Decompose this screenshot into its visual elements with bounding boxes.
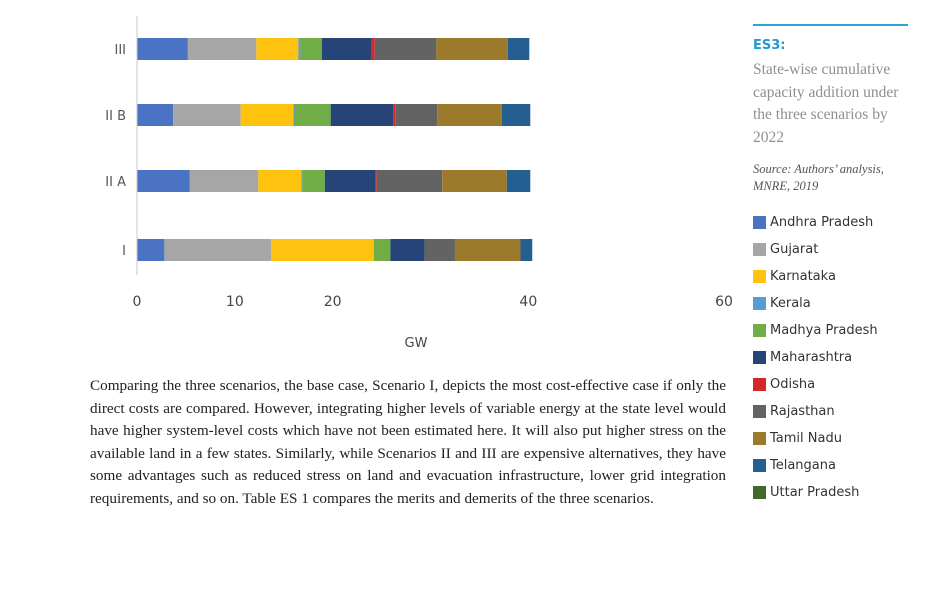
legend-swatch (753, 405, 766, 418)
bar-segment (258, 170, 302, 192)
bar-segment (137, 104, 174, 126)
legend-label: Odisha (770, 377, 816, 392)
bar-segment (324, 170, 376, 192)
x-tick-label: 40 (519, 294, 537, 310)
bar-segment (271, 239, 374, 261)
bar-segment (393, 104, 396, 126)
legend-swatch (753, 378, 766, 391)
bar-segment (371, 38, 375, 60)
figure-id: ES3: (753, 38, 786, 53)
legend-label: Uttar Pradesh (770, 485, 860, 500)
legend-item: Kerala (753, 290, 908, 317)
legend-item: Telangana (753, 452, 908, 479)
x-tick-label: 10 (226, 294, 244, 310)
category-label: III (114, 43, 126, 58)
legend-swatch (753, 432, 766, 445)
legend-swatch (753, 324, 766, 337)
legend-label: Andhra Pradesh (770, 215, 874, 230)
legend-label: Maharashtra (770, 350, 853, 365)
bar-segment (137, 170, 190, 192)
bar-segment (506, 170, 531, 192)
legend-swatch (753, 351, 766, 364)
x-tick-label: 60 (715, 294, 733, 310)
legend-label: Gujarat (770, 242, 819, 257)
category-label: II B (105, 109, 126, 124)
bar-segment (302, 170, 325, 192)
stacked-bar-chart: III II B II A I 0 10 20 40 60 GW (105, 16, 733, 351)
legend-swatch (753, 297, 766, 310)
x-tick-label: 20 (324, 294, 342, 310)
category-label: I (122, 244, 126, 259)
bar-segment (189, 170, 259, 192)
body-paragraph: Comparing the three scenarios, the base … (90, 377, 726, 507)
bar-segment (436, 38, 508, 60)
category-label: II A (105, 175, 126, 190)
bar-segment (390, 239, 425, 261)
x-axis-label: GW (405, 336, 428, 351)
legend-swatch (753, 216, 766, 229)
figure-title: State-wise cumulative capacity addition … (753, 61, 899, 146)
bar-segment (454, 239, 521, 261)
bar-segment (395, 104, 438, 126)
legend-label: Kerala (770, 296, 811, 311)
bar-segment (507, 38, 530, 60)
legend-item: Tamil Nadu (753, 425, 908, 452)
bar-segment (300, 38, 322, 60)
bar-segment (437, 104, 502, 126)
x-tick-labels: 0 10 20 40 60 (133, 294, 733, 310)
legend-item: Odisha (753, 371, 908, 398)
bar-segment (520, 239, 533, 261)
legend-swatch (753, 270, 766, 283)
legend-item: Maharashtra (753, 344, 908, 371)
bar-segment (442, 170, 507, 192)
legend-swatch (753, 459, 766, 472)
legend-item: Karnataka (753, 263, 908, 290)
legend: Andhra Pradesh Gujarat Karnataka Kerala Madh… (753, 209, 908, 506)
legend-swatch (753, 486, 766, 499)
bar-segment (293, 104, 295, 126)
bar-segment (424, 239, 455, 261)
figure-sidebar: ES3: State-wise cumulative capacity addi… (753, 24, 908, 506)
legend-label: Madhya Pradesh (770, 323, 878, 338)
legend-item: Uttar Pradesh (753, 479, 908, 506)
bar-segment (240, 104, 294, 126)
x-tick-label: 0 (133, 294, 142, 310)
sidebar-rule (753, 24, 908, 26)
bar-segment (164, 239, 272, 261)
legend-item: Gujarat (753, 236, 908, 263)
legend-label: Karnataka (770, 269, 836, 284)
legend-swatch (753, 243, 766, 256)
legend-label: Tamil Nadu (770, 431, 842, 446)
legend-label: Telangana (770, 458, 836, 473)
bar-segment (187, 38, 257, 60)
bar-segment (256, 38, 299, 60)
bar-segment (375, 170, 377, 192)
legend-item: Madhya Pradesh (753, 317, 908, 344)
bar-segment (321, 38, 372, 60)
bar-segment (330, 104, 394, 126)
bar-segment (137, 38, 188, 60)
bar-segment (376, 170, 443, 192)
legend-item: Andhra Pradesh (753, 209, 908, 236)
bar-segment (301, 170, 303, 192)
figure-source: Source: Authors’ analysis, MNRE, 2019 (753, 162, 884, 193)
legend-label: Rajasthan (770, 404, 835, 419)
bar-segment (374, 38, 437, 60)
category-labels: III II B II A I (105, 43, 126, 259)
bar-segment (501, 104, 531, 126)
legend-item: Rajasthan (753, 398, 908, 425)
bar-segment (373, 239, 391, 261)
bar-segment (173, 104, 241, 126)
bars-group (137, 38, 533, 261)
bar-segment (294, 104, 331, 126)
bar-segment (298, 38, 301, 60)
bar-segment (137, 239, 165, 261)
